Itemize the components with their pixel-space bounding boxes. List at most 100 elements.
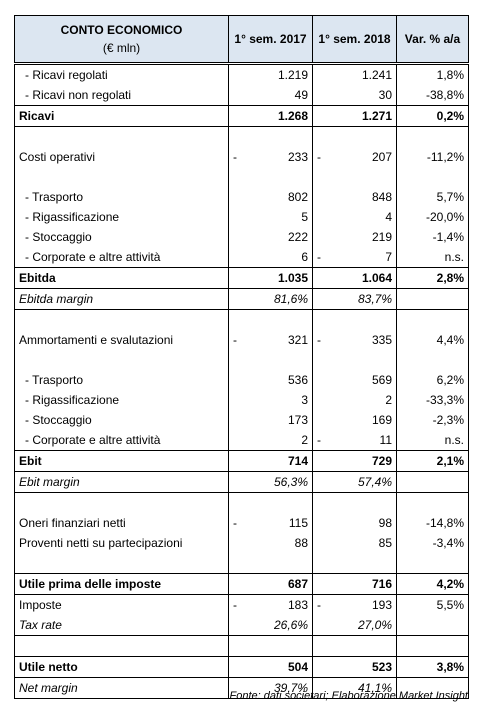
value-cell — [396, 492, 469, 513]
table-row: Utile netto 504 523 3,8% — [14, 656, 469, 678]
row-label: Imposte — [14, 594, 229, 615]
value-cell: 3 — [228, 390, 313, 410]
value-cell: 1.064 — [312, 267, 397, 289]
row-label: Utile netto — [14, 656, 229, 678]
value-cell: - 193 — [312, 594, 397, 615]
table-row: Imposte -183-193 5,5% — [14, 594, 469, 615]
row-label: - Stoccaggio — [14, 227, 229, 247]
row-label: Ebitda — [14, 267, 229, 289]
row-label: Ebit margin — [14, 471, 229, 493]
sign: - — [233, 333, 237, 347]
row-label: Ebit — [14, 450, 229, 472]
value-cell: 4,2% — [396, 573, 469, 595]
header-col: Var. % a/a — [396, 15, 469, 65]
table-row: Ebitda 1.035 1.064 2,8% — [14, 267, 469, 289]
value-cell: 57,4% — [312, 471, 397, 493]
row-label — [14, 126, 229, 147]
value-cell: 1.241 — [312, 63, 397, 85]
table-row: - Corporate e altre attività 2- 11 n.s. — [14, 430, 469, 451]
value-cell: - 321 — [228, 330, 313, 350]
value-cell: 83,7% — [312, 288, 397, 310]
row-label: - Corporate e altre attività — [14, 430, 229, 451]
value-cell — [396, 635, 469, 657]
table-row: Ammortamenti e svalutazioni -321-335 4,4% — [14, 330, 469, 350]
spacer-row — [14, 350, 469, 370]
table-row: - Trasporto 536 569 6,2% — [14, 370, 469, 390]
value-cell — [396, 288, 469, 310]
source-note: Fonte: dati societari; Elaborazione Mark… — [229, 690, 468, 702]
table-row: - Rigassificazione 3 2 -33,3% — [14, 390, 469, 410]
value-cell: -38,8% — [396, 85, 469, 106]
value-cell: - 115 — [228, 513, 313, 533]
value-cell — [312, 309, 397, 330]
value-cell: 716 — [312, 573, 397, 595]
table-row: Tax rate 26,6% 27,0% — [14, 615, 469, 636]
row-label: - Rigassificazione — [14, 207, 229, 227]
value-cell: 5,5% — [396, 594, 469, 615]
value-cell — [312, 553, 397, 574]
row-label — [14, 635, 229, 657]
row-label: - Stoccaggio — [14, 410, 229, 430]
row-label — [14, 309, 229, 330]
value-cell: - 11 — [312, 430, 397, 451]
value-cell — [312, 126, 397, 147]
value-cell: 536 — [228, 370, 313, 390]
spacer-row — [14, 492, 469, 513]
value-cell: 2,8% — [396, 267, 469, 289]
value-cell: 4 — [312, 207, 397, 227]
value-cell: 88 — [228, 533, 313, 553]
value-cell: 504 — [228, 656, 313, 678]
spacer-row — [14, 635, 469, 657]
sign: - — [317, 598, 321, 612]
table-wrap: CONTO ECONOMICO (€ mln) 1° sem. 2017 1° s… — [14, 15, 469, 699]
sign: - — [317, 250, 321, 264]
spacer-row — [14, 126, 469, 147]
sign: - — [317, 333, 321, 347]
value: 233 — [287, 150, 308, 164]
table-row: Costi operativi -233-207 -11,2% — [14, 147, 469, 167]
value-cell: 219 — [312, 227, 397, 247]
value-cell: 569 — [312, 370, 397, 390]
header-title-cell: CONTO ECONOMICO (€ mln) — [14, 15, 229, 65]
value: 11 — [379, 433, 392, 447]
value-cell: - 233 — [228, 147, 313, 167]
row-label: Ammortamenti e svalutazioni — [14, 330, 229, 350]
value-cell — [228, 635, 313, 657]
spacer-row — [14, 309, 469, 330]
header-title: CONTO ECONOMICO — [60, 23, 183, 37]
value-cell: - 207 — [312, 147, 397, 167]
value-cell: 1.035 — [228, 267, 313, 289]
value-cell: -1,4% — [396, 227, 469, 247]
value-cell — [228, 126, 313, 147]
table-row: - Ricavi regolati 1.219 1.241 1,8% — [14, 63, 469, 85]
value-cell: n.s. — [396, 430, 469, 451]
table-row: - Corporate e altre attività 6-7 n.s. — [14, 247, 469, 268]
table-row: Proventi netti su partecipazioni 88 85 -3,4… — [14, 533, 469, 553]
value-cell — [312, 492, 397, 513]
value-cell: -11,2% — [396, 147, 469, 167]
value: 7 — [385, 250, 392, 264]
header-row: CONTO ECONOMICO (€ mln) 1° sem. 2017 1° s… — [14, 15, 469, 65]
value-cell: -3,4% — [396, 533, 469, 553]
table-row: Ebit 714 729 2,1% — [14, 450, 469, 472]
value-cell — [312, 350, 397, 370]
value-cell: -33,3% — [396, 390, 469, 410]
value: 321 — [287, 333, 308, 347]
value: 193 — [371, 598, 392, 612]
value-cell — [396, 167, 469, 187]
row-label: Tax rate — [14, 615, 229, 636]
table-row: Utile prima delle imposte 687 716 4,2% — [14, 573, 469, 595]
value-cell — [312, 167, 397, 187]
value-cell: 222 — [228, 227, 313, 247]
row-label: Ricavi — [14, 105, 229, 127]
table-row: - Trasporto 802 848 5,7% — [14, 187, 469, 207]
value-cell: 27,0% — [312, 615, 397, 636]
income-table: CONTO ECONOMICO (€ mln) 1° sem. 2017 1° s… — [14, 15, 469, 699]
header-unit: (€ mln) — [102, 41, 141, 55]
row-label: Proventi netti su partecipazioni — [14, 533, 229, 553]
value-cell: 0,2% — [396, 105, 469, 127]
table-row: - Stoccaggio 173 169 -2,3% — [14, 410, 469, 430]
table-row: - Rigassificazione 5 4 -20,0% — [14, 207, 469, 227]
row-label: - Trasporto — [14, 370, 229, 390]
